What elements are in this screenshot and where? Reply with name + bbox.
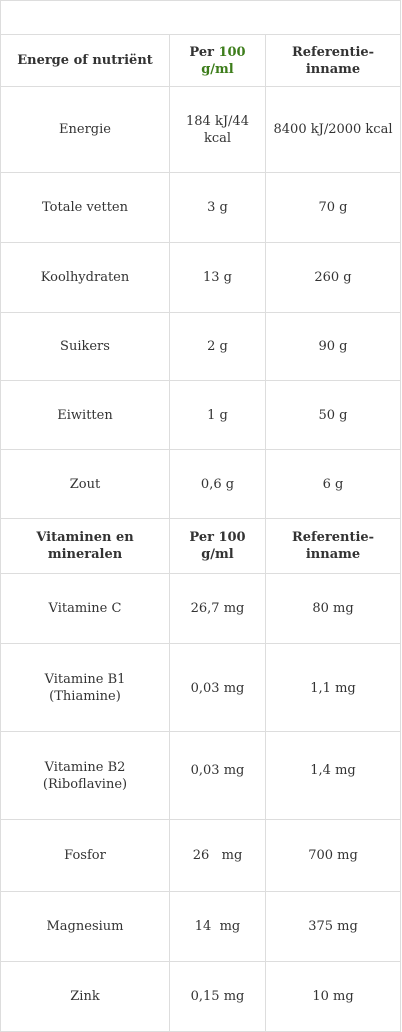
- header-per-highlight: 100 g/ml: [201, 44, 246, 77]
- table-row: Fosfor 26 mg 700 mg: [0, 819, 402, 892]
- header-row: Energe of nutriënt Per 100 g/ml Referent…: [0, 34, 402, 87]
- section-header-row: Vitaminen en mineralen Per 100 g/ml Refe…: [0, 518, 402, 574]
- row-reference: 8400 kJ/2000 kcal: [264, 86, 402, 173]
- table-row: Suikers 2 g 90 g: [0, 312, 402, 381]
- table-row: Vitamine B2 (Riboflavine) 0,03 mg 1,4 mg: [0, 731, 402, 820]
- row-per-100: 14 mg: [169, 891, 266, 962]
- row-label: Vitamine B2 (Riboflavine): [0, 731, 170, 820]
- row-per-100: 184 kJ/44 kcal: [169, 86, 266, 173]
- table-row: Eiwitten 1 g 50 g: [0, 380, 402, 450]
- header-vitamins: Vitaminen en mineralen: [0, 518, 170, 574]
- row-per-100: 0,6 g: [169, 449, 266, 519]
- table-row: Koolhydraten 13 g 260 g: [0, 242, 402, 313]
- row-label: Totale vetten: [0, 172, 170, 243]
- row-per-100: 26,7 mg: [169, 573, 266, 644]
- row-per-100: 13 g: [169, 242, 266, 313]
- row-per-100: 3 g: [169, 172, 266, 243]
- row-reference: 1,1 mg: [264, 643, 402, 732]
- row-per-100: 0,03 mg: [169, 731, 266, 820]
- row-label: Zout: [0, 449, 170, 519]
- row-label: Koolhydraten: [0, 242, 170, 313]
- row-reference: 70 g: [264, 172, 402, 243]
- header-per-100: Per 100 g/ml: [169, 34, 266, 87]
- row-reference: 50 g: [264, 380, 402, 450]
- table-row: Zout 0,6 g 6 g: [0, 449, 402, 519]
- row-per-100: 0,15 mg: [169, 961, 266, 1032]
- header-per-100: Per 100 g/ml: [169, 518, 266, 574]
- table-row: Vitamine C 26,7 mg 80 mg: [0, 573, 402, 644]
- row-reference: 700 mg: [264, 819, 402, 892]
- table-row: Vitamine B1 (Thiamine) 0,03 mg 1,1 mg: [0, 643, 402, 732]
- table-row: Totale vetten 3 g 70 g: [0, 172, 402, 243]
- table-row: Energie 184 kJ/44 kcal 8400 kJ/2000 kcal: [0, 86, 402, 173]
- row-label: Magnesium: [0, 891, 170, 962]
- row-reference: 10 mg: [264, 961, 402, 1032]
- blank-cell: [0, 0, 402, 35]
- row-label: Fosfor: [0, 819, 170, 892]
- row-per-100: 2 g: [169, 312, 266, 381]
- row-label: Eiwitten: [0, 380, 170, 450]
- header-nutrient: Energe of nutriënt: [0, 34, 170, 87]
- row-reference: 1,4 mg: [264, 731, 402, 820]
- row-reference: 6 g: [264, 449, 402, 519]
- row-reference: 260 g: [264, 242, 402, 313]
- row-label: Suikers: [0, 312, 170, 381]
- table-row: Zink 0,15 mg 10 mg: [0, 961, 402, 1032]
- header-reference: Referentie-inname: [264, 518, 402, 574]
- table-row: Magnesium 14 mg 375 mg: [0, 891, 402, 962]
- row-label: Vitamine C: [0, 573, 170, 644]
- blank-row: [0, 0, 402, 35]
- row-reference: 80 mg: [264, 573, 402, 644]
- header-reference: Referentie-inname: [264, 34, 402, 87]
- header-per-prefix: Per: [189, 44, 219, 60]
- row-reference: 375 mg: [264, 891, 402, 962]
- row-reference: 90 g: [264, 312, 402, 381]
- row-label: Vitamine B1 (Thiamine): [0, 643, 170, 732]
- row-label: Zink: [0, 961, 170, 1032]
- row-label: Energie: [0, 86, 170, 173]
- row-per-100: 0,03 mg: [169, 643, 266, 732]
- row-per-100: 26 mg: [169, 819, 266, 892]
- row-per-100: 1 g: [169, 380, 266, 450]
